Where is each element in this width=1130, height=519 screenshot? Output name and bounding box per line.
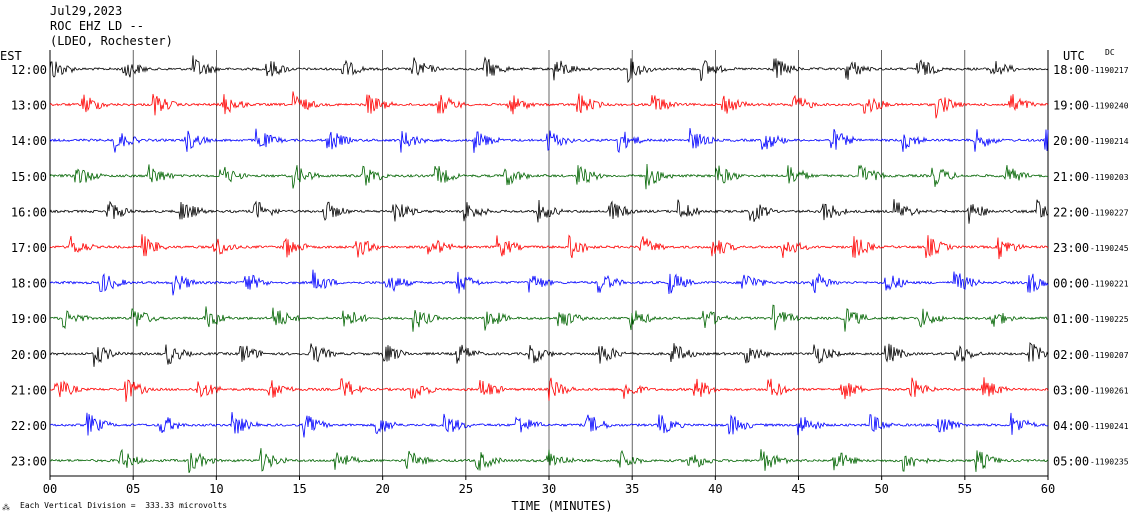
est-hour-label: 22:00 [11, 419, 47, 433]
est-hour-label: 23:00 [11, 455, 47, 469]
dc-offset-label: -1190245 [1090, 244, 1129, 253]
trace-layer [49, 55, 1049, 473]
x-tick-label: 35 [625, 482, 639, 496]
utc-hour-label: 02:00 [1053, 348, 1089, 362]
seismic-trace [49, 304, 1049, 332]
est-hour-label: 16:00 [11, 205, 47, 219]
seismic-trace [49, 127, 1049, 154]
seismic-trace [49, 377, 1049, 402]
dc-offset-label: -1190261 [1090, 386, 1129, 395]
est-hour-label: 20:00 [11, 348, 47, 362]
seismic-trace [49, 269, 1049, 296]
utc-hour-label: 23:00 [1053, 241, 1089, 255]
est-hour-label: 19:00 [11, 312, 47, 326]
seismic-trace [49, 199, 1049, 224]
utc-hour-label: 21:00 [1053, 170, 1089, 184]
est-hour-label: 14:00 [11, 134, 47, 148]
utc-hour-label: 01:00 [1053, 312, 1089, 326]
dc-offset-label: -1190225 [1090, 315, 1129, 324]
x-tick-label: 60 [1041, 482, 1055, 496]
dc-offset-label: -1190214 [1090, 137, 1129, 146]
seismic-trace [49, 163, 1049, 190]
seismic-trace [49, 412, 1049, 438]
x-tick-label: 50 [874, 482, 888, 496]
est-zone-label: EST [0, 49, 22, 63]
utc-hour-label: 05:00 [1053, 455, 1089, 469]
x-tick-label: 45 [791, 482, 805, 496]
seismic-trace [49, 234, 1049, 260]
dc-label: DC [1105, 48, 1115, 57]
x-tick-label: 55 [958, 482, 972, 496]
footer-glyph: ⁂ [2, 503, 10, 512]
date-label: Jul29,2023 [50, 4, 123, 18]
label-layer: 00 05 10 15 20 25 30 35 40 45 50 55 60 TIME (MINUTES)… [11, 63, 1129, 513]
est-hour-label: 12:00 [11, 63, 47, 77]
dc-offset-label: -1190227 [1090, 208, 1129, 217]
x-tick-label: 20 [375, 482, 389, 496]
est-hour-label: 21:00 [11, 383, 47, 397]
network-label: (LDEO, Rochester) [50, 34, 173, 48]
utc-hour-label: 00:00 [1053, 277, 1089, 291]
utc-hour-label: 22:00 [1053, 205, 1089, 219]
seismic-trace [49, 91, 1049, 119]
utc-zone-label: UTC [1063, 49, 1085, 63]
utc-hour-label: 18:00 [1053, 63, 1089, 77]
seismic-trace [49, 342, 1049, 367]
x-tick-label: 05 [126, 482, 140, 496]
seismic-trace [49, 448, 1049, 473]
grid-layer [49, 50, 1049, 480]
station-label: ROC EHZ LD -- [50, 19, 144, 33]
dc-offset-label: -1190217 [1090, 66, 1129, 75]
x-tick-label: 10 [209, 482, 223, 496]
x-tick-label: 25 [459, 482, 473, 496]
x-axis-label: TIME (MINUTES) [511, 499, 612, 513]
est-hour-label: 15:00 [11, 170, 47, 184]
est-hour-label: 13:00 [11, 99, 47, 113]
dc-offset-label: -1190207 [1090, 351, 1129, 360]
seismic-trace [49, 55, 1049, 84]
dc-offset-label: -1190203 [1090, 173, 1129, 182]
dc-offset-label: -1190221 [1090, 280, 1129, 289]
dc-offset-label: -1190241 [1090, 422, 1129, 431]
dc-offset-label: -1190235 [1090, 458, 1129, 467]
utc-hour-label: 03:00 [1053, 383, 1089, 397]
utc-hour-label: 19:00 [1053, 99, 1089, 113]
scale-note: Each Vertical Division = 333.33 microvol… [20, 501, 228, 510]
utc-hour-label: 04:00 [1053, 419, 1089, 433]
x-tick-label: 40 [708, 482, 722, 496]
dc-offset-label: -1190240 [1090, 102, 1129, 111]
est-hour-label: 17:00 [11, 241, 47, 255]
x-tick-label: 15 [292, 482, 306, 496]
utc-hour-label: 20:00 [1053, 134, 1089, 148]
est-hour-label: 18:00 [11, 277, 47, 291]
x-tick-label: 30 [542, 482, 556, 496]
x-tick-label: 00 [43, 482, 57, 496]
